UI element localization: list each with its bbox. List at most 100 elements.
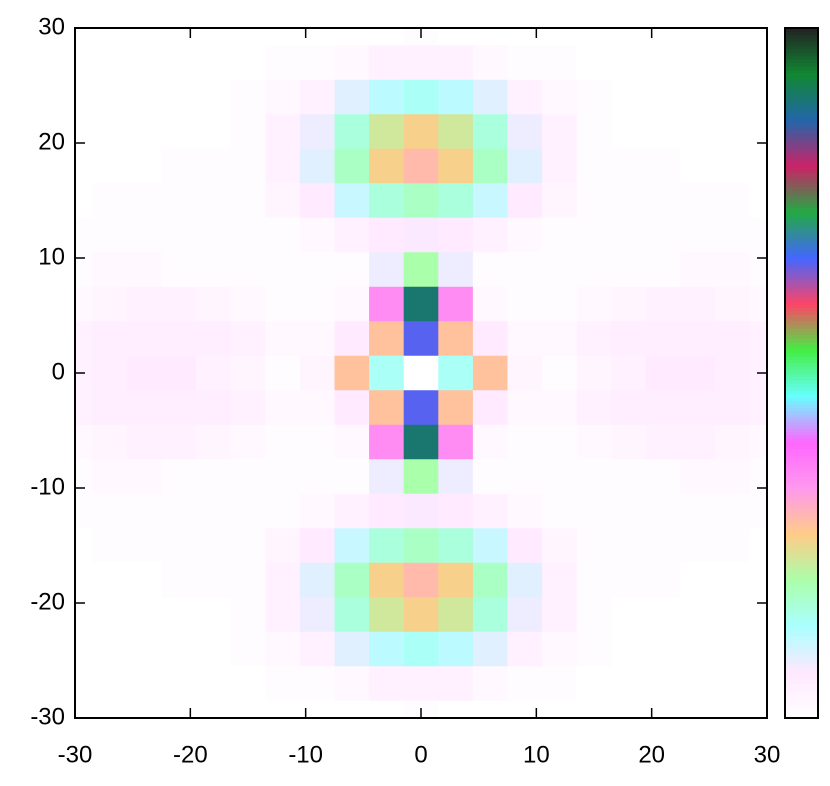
x-tick-label: 10 [523,741,550,768]
cell [161,286,197,322]
cell [611,28,647,46]
colorbar-step [785,155,818,160]
cell [230,562,266,598]
cell [749,28,768,46]
colorbar-step [785,293,818,298]
cell [126,45,162,81]
cell [472,217,508,253]
cell [265,79,301,115]
cell [680,493,716,529]
cell [369,79,405,115]
colorbar-step [785,307,818,312]
cell [472,321,508,357]
cell [472,700,508,719]
colorbar-step [785,517,818,522]
cell [334,390,370,426]
cell [507,459,543,495]
colorbar-step [785,538,818,543]
colorbar-step [785,473,818,477]
cell [611,355,647,391]
colorbar-step [785,128,818,132]
cell [576,286,612,322]
cell [542,493,578,529]
cell [680,252,716,288]
cell [715,562,751,598]
cell [369,597,405,633]
cell [507,28,543,46]
cell [126,424,162,460]
x-tick-label: 0 [414,741,427,768]
cell [75,666,93,702]
colorbar-step [785,272,818,277]
cell [369,252,405,288]
cell [645,631,681,667]
colorbar-step [785,476,818,481]
cell [403,390,439,426]
colorbar-step [785,535,818,540]
colorbar-step [785,279,818,284]
colorbar-step [785,469,818,474]
cell [299,631,335,667]
colorbar-step [785,359,818,364]
colorbar-step [785,159,818,164]
cell [472,424,508,460]
cell [715,28,751,46]
cell [403,528,439,564]
cell [75,183,93,219]
cell [680,148,716,184]
colorbar-step [785,338,818,343]
cell [749,217,768,253]
cell [576,217,612,253]
cell [230,183,266,219]
cell [299,597,335,633]
colorbar-step [785,255,818,260]
cell [507,217,543,253]
cell [403,424,439,460]
cell [542,183,578,219]
cell [299,355,335,391]
colorbar-step [785,176,818,181]
cell [92,79,128,115]
cell [334,459,370,495]
cell [472,28,508,46]
cell [369,459,405,495]
cell [161,79,197,115]
cell [92,286,128,322]
colorbar-step [785,48,818,53]
colorbar-step [785,317,818,322]
cell [507,45,543,81]
cell [680,45,716,81]
cell [230,390,266,426]
cell [611,666,647,702]
colorbar-step [785,652,818,657]
cell [472,79,508,115]
cell [161,390,197,426]
colorbar-step [785,286,818,291]
cell [438,114,474,150]
cell [75,493,93,529]
cell [680,631,716,667]
cell [265,286,301,322]
cell [542,286,578,322]
cell [645,45,681,81]
cell [438,493,474,529]
cell [715,321,751,357]
colorbar-step [785,252,818,257]
colorbar-step [785,103,818,108]
cell [403,666,439,702]
cell [196,321,232,357]
colorbar-step [785,362,818,367]
colorbar-step [785,369,818,374]
colorbar-step [785,93,818,98]
cell [75,28,93,46]
colorbar-step [785,162,818,167]
colorbar-step [785,86,818,91]
cell [92,666,128,702]
cell [403,114,439,150]
colorbar-step [785,407,818,412]
cell [196,114,232,150]
cell [299,114,335,150]
cell [438,28,474,46]
colorbar-step [785,355,818,360]
cell [438,597,474,633]
